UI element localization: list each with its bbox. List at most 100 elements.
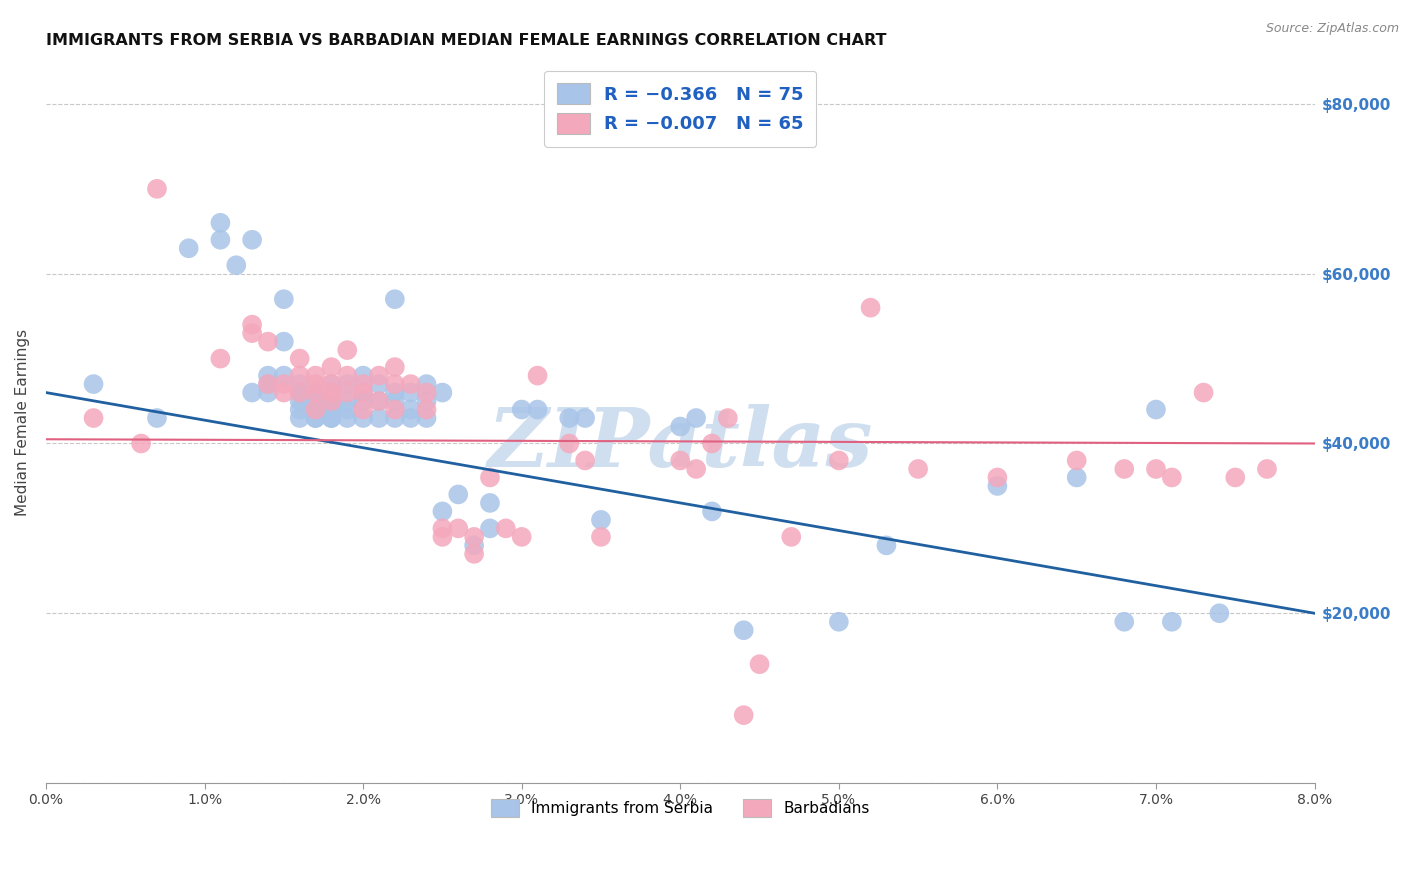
- Point: [415, 385, 437, 400]
- Point: [368, 394, 391, 409]
- Point: [321, 411, 343, 425]
- Text: IMMIGRANTS FROM SERBIA VS BARBADIAN MEDIAN FEMALE EARNINGS CORRELATION CHART: IMMIGRANTS FROM SERBIA VS BARBADIAN MEDI…: [46, 33, 886, 48]
- Point: [558, 411, 581, 425]
- Point: [1208, 607, 1230, 621]
- Point: [304, 385, 326, 400]
- Legend: Immigrants from Serbia, Barbadians: Immigrants from Serbia, Barbadians: [482, 790, 879, 826]
- Point: [83, 377, 105, 392]
- Point: [321, 360, 343, 375]
- Point: [495, 521, 517, 535]
- Point: [288, 351, 311, 366]
- Point: [288, 377, 311, 392]
- Point: [432, 504, 454, 518]
- Point: [304, 377, 326, 392]
- Point: [574, 453, 596, 467]
- Point: [463, 547, 485, 561]
- Point: [288, 402, 311, 417]
- Point: [733, 708, 755, 723]
- Point: [415, 411, 437, 425]
- Point: [336, 343, 359, 358]
- Point: [700, 504, 723, 518]
- Point: [288, 394, 311, 409]
- Point: [384, 292, 406, 306]
- Point: [526, 402, 548, 417]
- Point: [1160, 470, 1182, 484]
- Point: [336, 368, 359, 383]
- Point: [447, 487, 470, 501]
- Point: [336, 402, 359, 417]
- Point: [589, 530, 612, 544]
- Point: [780, 530, 803, 544]
- Point: [1225, 470, 1247, 484]
- Point: [415, 377, 437, 392]
- Point: [463, 538, 485, 552]
- Point: [669, 453, 692, 467]
- Point: [685, 462, 707, 476]
- Point: [447, 521, 470, 535]
- Text: ZIPatlas: ZIPatlas: [488, 404, 873, 484]
- Point: [748, 657, 770, 672]
- Point: [352, 385, 374, 400]
- Point: [986, 470, 1008, 484]
- Point: [336, 411, 359, 425]
- Point: [415, 394, 437, 409]
- Point: [146, 182, 169, 196]
- Point: [209, 233, 232, 247]
- Point: [384, 377, 406, 392]
- Point: [288, 385, 311, 400]
- Point: [273, 385, 295, 400]
- Point: [574, 411, 596, 425]
- Point: [589, 513, 612, 527]
- Point: [1192, 385, 1215, 400]
- Point: [304, 385, 326, 400]
- Point: [384, 402, 406, 417]
- Point: [986, 479, 1008, 493]
- Point: [257, 377, 280, 392]
- Point: [510, 402, 533, 417]
- Point: [352, 402, 374, 417]
- Point: [432, 521, 454, 535]
- Point: [1144, 402, 1167, 417]
- Point: [240, 318, 263, 332]
- Point: [321, 402, 343, 417]
- Point: [399, 385, 422, 400]
- Point: [288, 385, 311, 400]
- Point: [273, 292, 295, 306]
- Point: [828, 453, 851, 467]
- Point: [257, 368, 280, 383]
- Point: [352, 377, 374, 392]
- Point: [288, 368, 311, 383]
- Point: [352, 394, 374, 409]
- Point: [321, 385, 343, 400]
- Point: [1160, 615, 1182, 629]
- Point: [368, 377, 391, 392]
- Point: [321, 385, 343, 400]
- Point: [129, 436, 152, 450]
- Point: [733, 624, 755, 638]
- Point: [478, 496, 501, 510]
- Point: [304, 402, 326, 417]
- Point: [321, 411, 343, 425]
- Point: [526, 368, 548, 383]
- Point: [1066, 453, 1088, 467]
- Point: [83, 411, 105, 425]
- Point: [177, 241, 200, 255]
- Point: [336, 377, 359, 392]
- Point: [257, 377, 280, 392]
- Point: [368, 394, 391, 409]
- Point: [304, 394, 326, 409]
- Point: [240, 326, 263, 340]
- Point: [257, 385, 280, 400]
- Point: [384, 385, 406, 400]
- Point: [859, 301, 882, 315]
- Point: [146, 411, 169, 425]
- Point: [463, 530, 485, 544]
- Point: [700, 436, 723, 450]
- Point: [209, 351, 232, 366]
- Point: [1066, 470, 1088, 484]
- Point: [321, 377, 343, 392]
- Point: [1114, 462, 1136, 476]
- Point: [384, 394, 406, 409]
- Point: [352, 411, 374, 425]
- Point: [828, 615, 851, 629]
